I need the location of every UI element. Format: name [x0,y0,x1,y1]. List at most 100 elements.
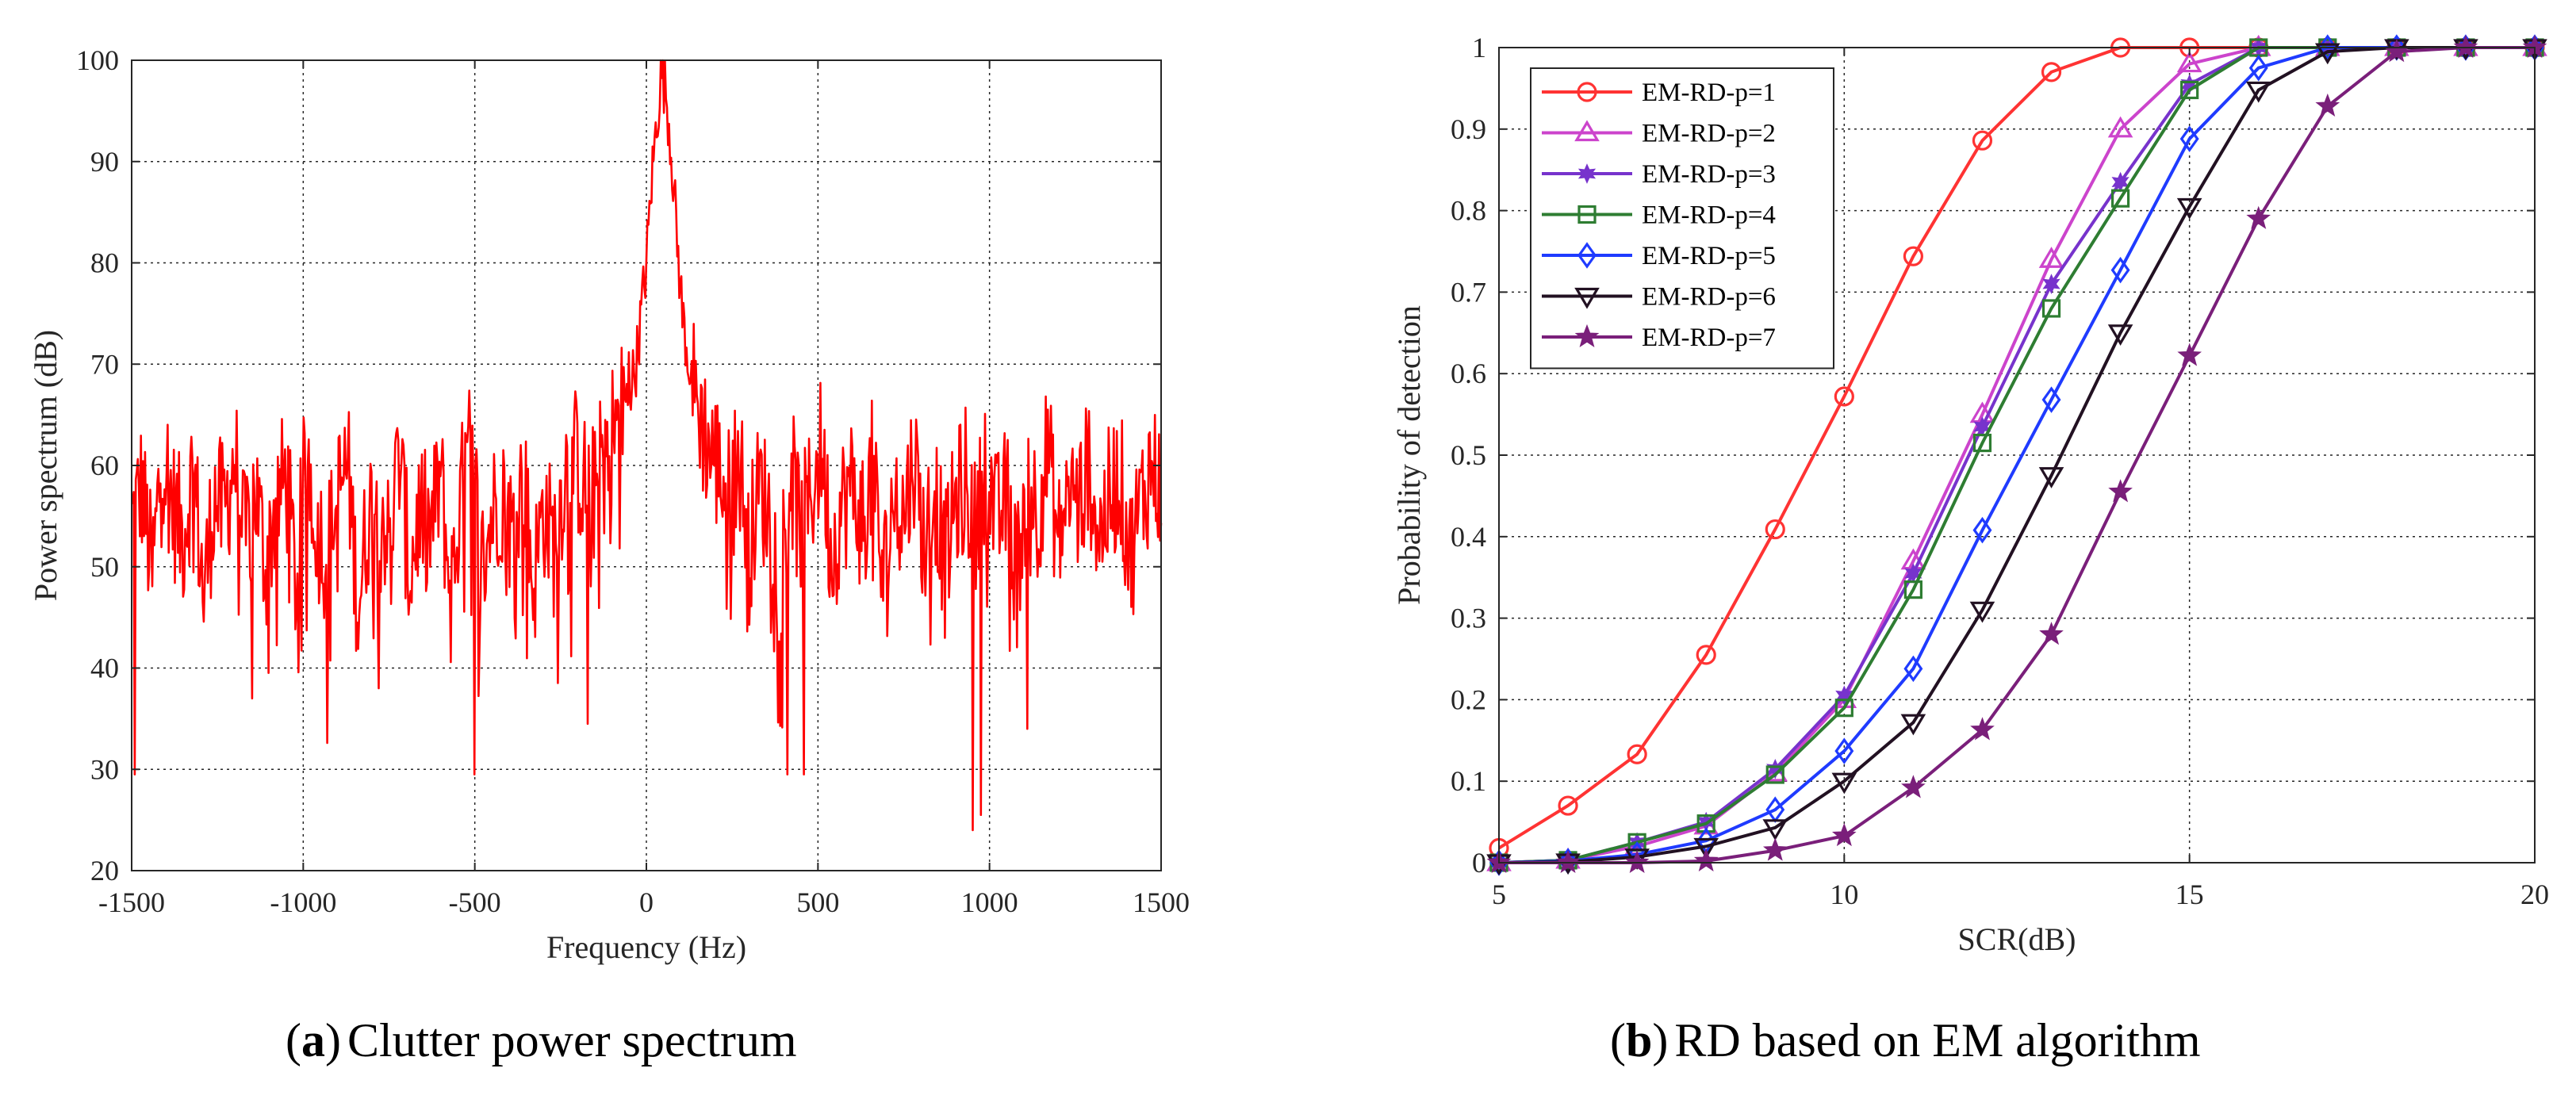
b-point-em-rd-p-3 [2042,274,2060,294]
b-ytick-label: 0.3 [1451,603,1486,634]
b-point-em-rd-p-6 [2038,467,2064,488]
a-xtick-label: 0 [639,886,654,918]
b-point-em-rd-p-1 [1834,386,1854,407]
b-point-em-rd-p-2 [2107,116,2133,138]
a-xtick-label: -500 [449,886,501,918]
b-point-em-rd-p-5 [2041,386,2061,413]
b-point-em-rd-p-7 [2039,622,2064,645]
a-ytick-label: 90 [90,146,119,178]
b-point-em-rd-p-5 [1972,516,1992,544]
a-xlabel: Frequency (Hz) [546,929,746,965]
b-xtick-label: 5 [1492,879,1506,910]
b-point-em-rd-p-4 [1972,433,1992,453]
b-point-em-rd-p-5 [2248,54,2268,82]
b-point-em-rd-p-6 [1831,772,1857,795]
b-series-line-em-rd-p-6 [1498,46,2535,864]
b-ytick-label: 0.9 [1451,113,1486,145]
a-ytick-label: 30 [90,753,119,785]
a-ytick-label: 50 [90,551,119,583]
b-point-em-rd-p-2 [2038,247,2064,268]
caption-a: (a) Clutter power spectrum [286,1014,797,1066]
b-point-em-rd-p-7 [1762,837,1788,861]
a-ytick-label: 70 [90,348,119,380]
b-point-em-rd-p-6 [1693,837,1719,860]
b-point-em-rd-p-3 [1766,758,1784,779]
b-legend: EM-RD-p=1 EM-RD-p=2 EM-RD-p=3 EM-RD-p=4 EM-R… [1530,67,1834,370]
b-point-em-rd-p-1 [1765,519,1785,540]
a-ytick-label: 80 [90,247,119,279]
b-point-em-rd-p-1 [1972,130,1993,151]
a-ytick-label: 100 [76,44,119,76]
chart-a-clutter-power-spectrum: -1500 -1000 -500 0 500 1000 1500 20 30 40 50 60 70 80… [28,44,1190,965]
b-point-em-rd-p-7 [1555,849,1581,874]
b-point-em-rd-p-7 [2177,343,2202,366]
b-point-em-rd-p-2 [2176,51,2202,73]
a-xtick-label: 1500 [1133,886,1190,918]
b-point-em-rd-p-1 [1558,795,1578,816]
a-xtick-label: 500 [796,886,839,918]
b-point-em-rd-p-6 [2107,324,2133,346]
b-point-em-rd-p-7 [1831,822,1857,847]
b-point-em-rd-p-6 [1969,601,1995,623]
b-legend-marker-em-rd-p-5 [1577,242,1597,269]
b-ytick-label: 0.8 [1451,195,1486,227]
b-point-em-rd-p-6 [2245,81,2271,103]
b-point-em-rd-p-1 [1696,645,1716,665]
b-ytick-label: 0.2 [1451,684,1486,715]
b-point-em-rd-p-6 [1900,714,1926,736]
b-point-em-rd-p-6 [2314,43,2340,65]
b-point-em-rd-p-4 [2111,189,2130,208]
b-xtick-label: 15 [2175,879,2204,910]
b-point-em-rd-p-7 [1624,849,1650,874]
b-ytick-label: 0 [1472,847,1486,879]
b-legend-marker-em-rd-p-6 [1574,287,1600,309]
b-ytick-label: 0.4 [1451,521,1486,553]
b-point-em-rd-p-4 [1903,580,1922,599]
b-legend-label-em-rd-p-3: EM-RD-p=3 [1642,160,1776,189]
b-point-em-rd-p-4 [1765,765,1784,784]
a-xtick-label: -1000 [270,886,336,918]
b-legend-label-em-rd-p-6: EM-RD-p=6 [1642,283,1776,312]
b-legend-label-em-rd-p-5: EM-RD-p=5 [1642,242,1776,270]
a-series-clutter-spectrum-line [131,59,1163,832]
b-legend-label-em-rd-p-4: EM-RD-p=4 [1642,201,1776,230]
b-point-em-rd-p-7 [1693,848,1719,872]
b-legend-marker-em-rd-p-2 [1574,120,1600,142]
b-legend-label-em-rd-p-1: EM-RD-p=1 [1642,78,1776,107]
b-point-em-rd-p-7 [2315,93,2340,117]
a-ytick-label: 20 [90,855,119,886]
b-point-em-rd-p-7 [2453,34,2478,59]
b-point-em-rd-p-5 [2179,125,2199,152]
b-ytick-label: 0.6 [1451,358,1486,389]
b-xlabel: SCR(dB) [1958,921,2076,957]
b-ytick-label: 0.5 [1451,439,1486,471]
chart-b-rd-detection: 5 10 15 20 0 0.1 0.2 0.3 0.4 0.5 0.6 0.7 0.8 0.9 1 SCR(… [1391,32,2549,957]
b-ytick-label: 0.1 [1451,765,1486,797]
caption-a-text: Clutter power spectrum [347,1014,797,1066]
b-point-em-rd-p-5 [2110,256,2130,284]
b-point-em-rd-p-5 [1903,655,1923,683]
b-legend-marker-em-rd-p-7 [1574,324,1600,348]
b-ytick-label: 0.7 [1451,276,1486,308]
b-point-em-rd-p-3 [2180,74,2198,95]
b-ylabel: Probability of detection [1391,305,1427,605]
b-point-em-rd-p-7 [1970,717,1995,741]
b-legend-marker-em-rd-p-4 [1577,205,1597,224]
b-series-line-em-rd-p-7 [1499,46,2535,864]
b-legend-label-em-rd-p-2: EM-RD-p=2 [1642,120,1776,148]
caption-b: (b) RD based on EM algorithm [1610,1014,2201,1066]
b-point-em-rd-p-6 [1762,819,1788,841]
b-legend-marker-em-rd-p-3 [1577,163,1597,184]
caption-b-label: b [1625,1014,1653,1066]
b-point-em-rd-p-4 [2180,80,2199,100]
b-point-em-rd-p-6 [2176,197,2202,220]
a-ytick-label: 40 [90,653,119,684]
b-legend-box [1530,67,1834,370]
b-point-em-rd-p-7 [2246,205,2271,229]
b-point-em-rd-p-4 [1834,699,1853,718]
b-point-em-rd-p-1 [1903,246,1923,266]
b-point-em-rd-p-7 [2108,479,2133,503]
b-point-em-rd-p-7 [1901,775,1926,798]
a-xtick-label: -1500 [98,886,165,918]
